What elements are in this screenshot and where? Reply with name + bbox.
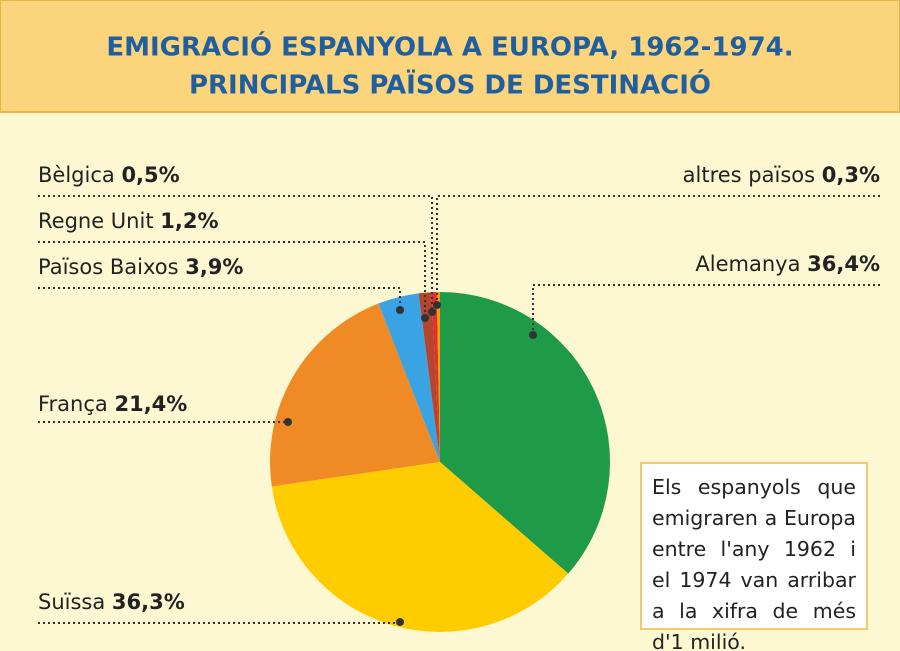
slice-label: França 21,4% [38,392,187,416]
chart-subtitle: PRINCIPALS PAÏSOS DE DESTINACIÓ [189,69,711,101]
chart-title: EMIGRACIÓ ESPANYOLA A EUROPA, 1962-1974. [106,31,793,63]
annotation: Els espanyols que emigraren a Europa ent… [640,462,868,651]
pie-slice [436,292,440,462]
label-value: 3,9% [185,255,243,279]
label-value: 36,3% [112,590,185,614]
label-name: França [38,392,108,416]
leader-line [38,241,426,318]
slice-label: Alemanya 36,4% [695,252,880,276]
pie-slice [378,293,440,462]
label-name: Regne Unit [38,209,154,233]
leader-dot [421,314,429,322]
label-value: 0,5% [121,163,179,187]
pie-slice [440,292,610,574]
slice-label: Bèlgica 0,5% [38,163,180,187]
label-name: Suïssa [38,590,105,614]
leader-dot [529,331,537,339]
leader-dot [396,618,404,626]
label-value: 0,3% [822,163,880,187]
label-name: Alemanya [695,252,800,276]
header [0,0,900,113]
slice-label: Suïssa 36,3% [38,590,185,614]
leader-line [38,622,401,624]
leader-line [38,287,401,310]
leader-line [436,195,880,305]
leader-line [532,284,880,335]
label-name: Bèlgica [38,163,115,187]
label-value: 36,4% [807,252,880,276]
pie-slice [418,292,440,462]
pie-slice [431,292,440,462]
leader-dot [396,306,404,314]
slice-label: altres països 0,3% [683,163,880,187]
leader-dot [433,301,441,309]
leader-dot [284,418,292,426]
label-name: Països Baixos [38,255,179,279]
pie-slice [270,303,440,487]
label-value: 21,4% [114,392,187,416]
label-name: altres països [683,163,815,187]
leader-line [38,195,433,312]
slice-label: Regne Unit 1,2% [38,209,219,233]
slice-label: Països Baixos 3,9% [38,255,243,279]
label-value: 1,2% [160,209,218,233]
pie-slice [271,462,569,632]
leader-dot [428,308,436,316]
